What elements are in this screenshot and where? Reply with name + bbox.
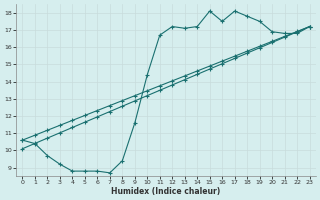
- X-axis label: Humidex (Indice chaleur): Humidex (Indice chaleur): [111, 187, 221, 196]
